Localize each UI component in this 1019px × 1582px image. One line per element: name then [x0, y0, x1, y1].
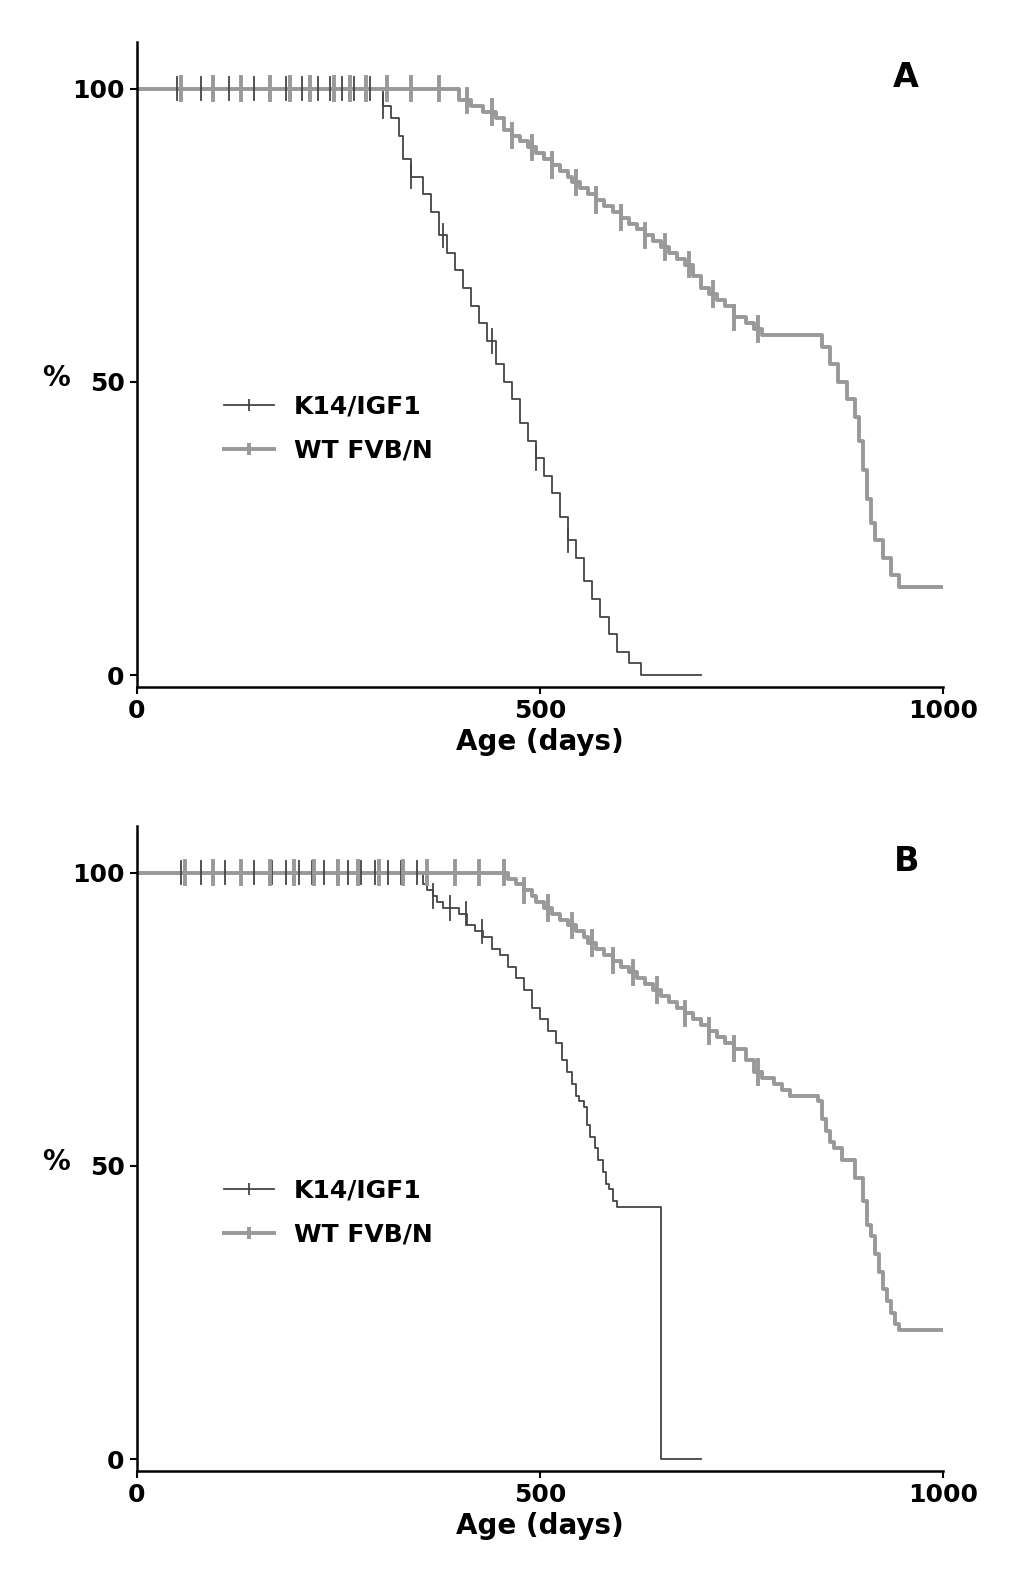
Legend: K14/IGF1, WT FVB/N: K14/IGF1, WT FVB/N	[213, 384, 442, 473]
X-axis label: Age (days): Age (days)	[455, 1512, 624, 1541]
Legend: K14/IGF1, WT FVB/N: K14/IGF1, WT FVB/N	[213, 1169, 442, 1256]
Y-axis label: %: %	[42, 364, 69, 392]
Text: B: B	[893, 845, 918, 878]
X-axis label: Age (days): Age (days)	[455, 728, 624, 756]
Text: A: A	[893, 62, 918, 93]
Y-axis label: %: %	[42, 1149, 69, 1177]
